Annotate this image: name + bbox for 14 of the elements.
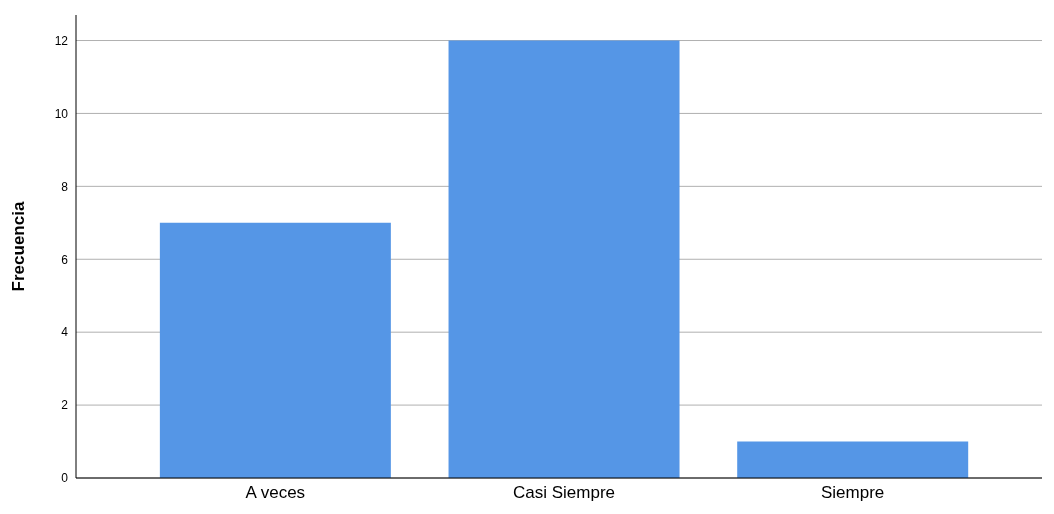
y-tick-label: 2	[61, 398, 69, 413]
y-tick-label: 6	[61, 252, 69, 267]
bar	[448, 40, 680, 478]
y-tick-label: 8	[61, 179, 69, 194]
bar	[159, 222, 391, 478]
x-tick-label: Siempre	[821, 483, 885, 503]
y-tick-label: 12	[54, 33, 69, 48]
x-tick-label: Casi Siempre	[512, 483, 616, 503]
y-tick-label: 4	[61, 325, 69, 340]
y-axis-title: Frecuencia	[9, 201, 29, 292]
bar	[737, 441, 969, 478]
y-tick-label: 0	[61, 471, 69, 486]
x-tick-label: A veces	[245, 483, 306, 503]
y-tick-label: 10	[54, 106, 69, 121]
